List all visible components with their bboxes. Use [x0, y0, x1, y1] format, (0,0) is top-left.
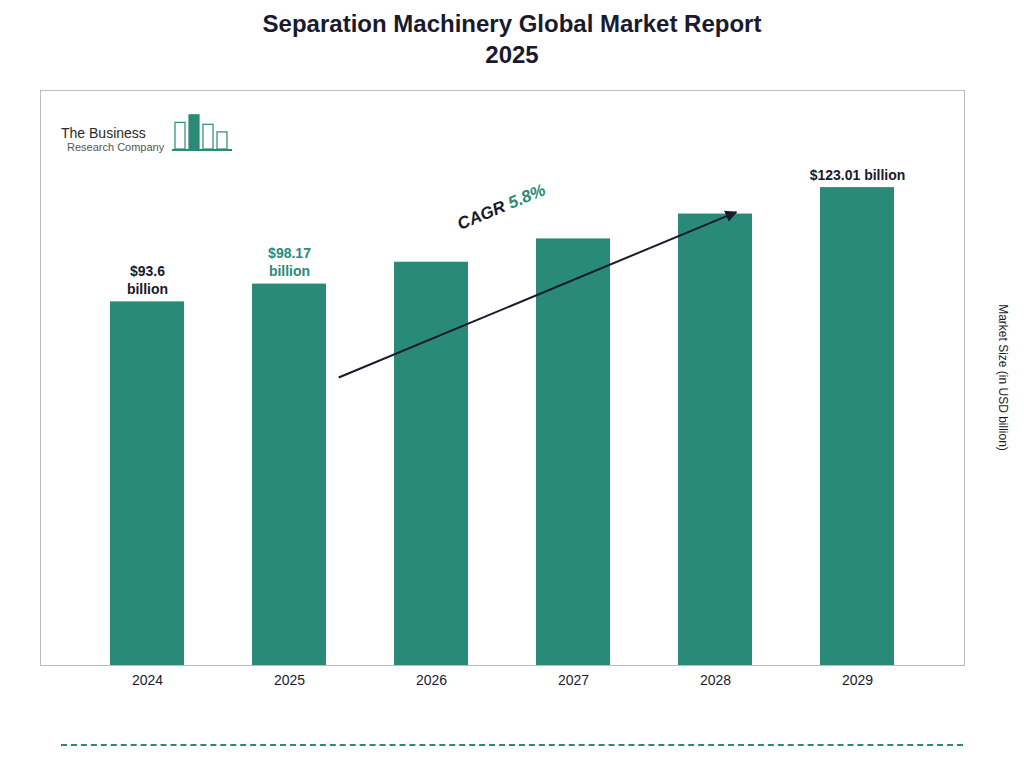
svg-text:2024: 2024: [132, 672, 163, 688]
svg-text:2027: 2027: [558, 672, 589, 688]
html-text:Separation Machinery Global Ma: Separation Machinery Global Market Repor…: [262, 10, 762, 69]
svg-text:$98.17billion: $98.17billion: [268, 245, 311, 279]
svg-text:$93.6billion: $93.6billion: [127, 263, 168, 297]
html-text:The Business: The Business: [61, 125, 146, 141]
html-text:Research Company: Research Company: [67, 141, 165, 153]
svg-text:Market Size (in USD billion): Market Size (in USD billion): [996, 304, 1010, 451]
svg-text:2026: 2026: [416, 672, 447, 688]
svg-text:2025: 2025: [274, 672, 305, 688]
svg-text:$123.01 billion: $123.01 billion: [810, 167, 906, 183]
svg-text:2029: 2029: [842, 672, 873, 688]
svg-text:CAGR 5.8%: CAGR 5.8%: [455, 181, 549, 234]
svg-text:2028: 2028: [700, 672, 731, 688]
